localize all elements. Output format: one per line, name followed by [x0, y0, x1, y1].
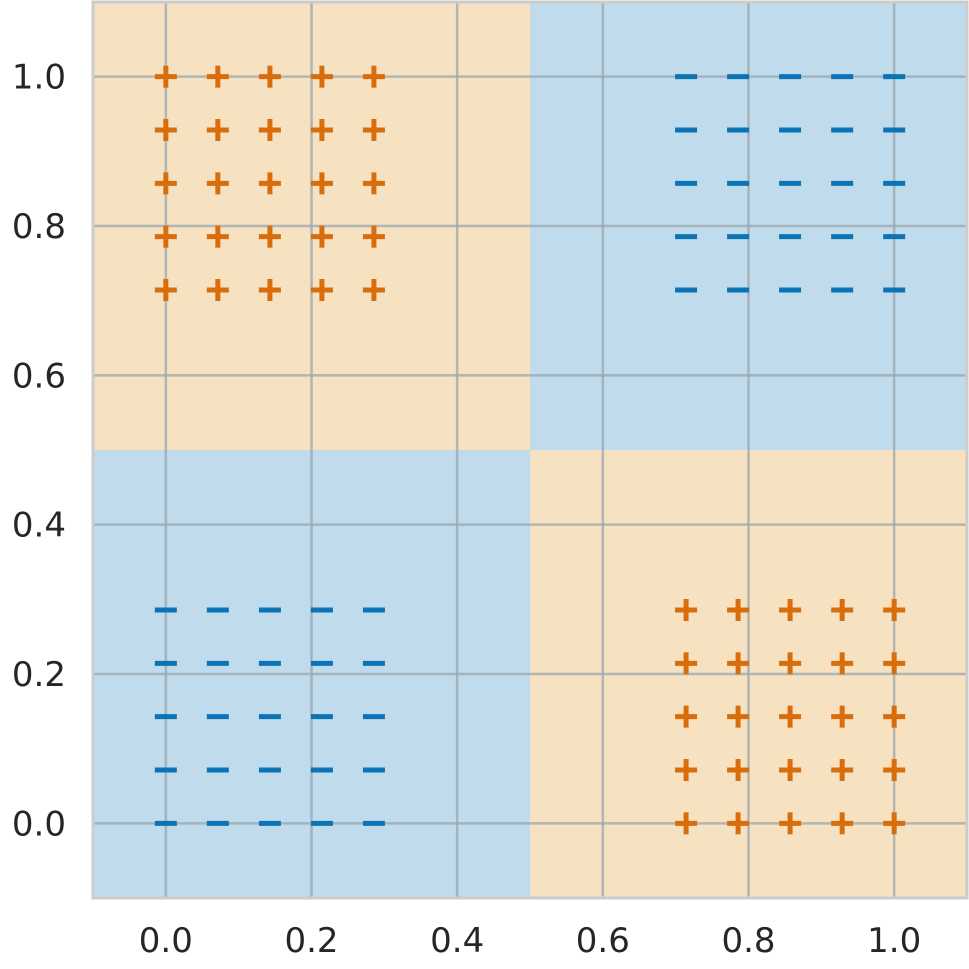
plus-marker-11 [206, 172, 229, 195]
plus-marker-34 [883, 652, 906, 675]
plus-marker-23 [310, 278, 333, 301]
plus-marker-32 [779, 652, 802, 675]
plus-marker-9 [362, 118, 385, 141]
plus-marker-13 [310, 172, 333, 195]
plus-marker-26 [727, 599, 750, 622]
plus-marker-22 [258, 278, 281, 301]
x-tick-label-1: 0.2 [284, 921, 338, 961]
x-axis-tick-labels: 0.0 0.2 0.4 0.6 0.8 1.0 [139, 921, 921, 961]
plus-marker-7 [258, 118, 281, 141]
plus-marker-19 [362, 225, 385, 248]
plus-marker-5 [154, 118, 177, 141]
plus-marker-30 [675, 652, 698, 675]
decision-regions [93, 2, 967, 898]
x-tick-label-2: 0.4 [430, 921, 484, 961]
plus-marker-47 [779, 812, 802, 835]
plus-marker-33 [831, 652, 854, 675]
plus-marker-10 [154, 172, 177, 195]
plus-marker-44 [883, 759, 906, 782]
y-tick-label-0: 0.0 [12, 804, 66, 844]
data-points [154, 65, 906, 835]
plus-marker-4 [362, 65, 385, 88]
plus-marker-45 [675, 812, 698, 835]
plus-marker-38 [831, 705, 854, 728]
x-tick-label-3: 0.6 [576, 921, 630, 961]
plus-marker-29 [883, 599, 906, 622]
plus-marker-20 [154, 278, 177, 301]
plus-marker-3 [310, 65, 333, 88]
y-tick-label-5: 1.0 [12, 58, 66, 98]
plus-marker-25 [675, 599, 698, 622]
plus-marker-0 [154, 65, 177, 88]
plus-marker-39 [883, 705, 906, 728]
plus-marker-27 [779, 599, 802, 622]
plus-marker-2 [258, 65, 281, 88]
plus-marker-18 [310, 225, 333, 248]
y-axis-tick-labels: 0.0 0.2 0.4 0.6 0.8 1.0 [12, 58, 66, 845]
plus-marker-1 [206, 65, 229, 88]
plus-marker-28 [831, 599, 854, 622]
plus-marker-48 [831, 812, 854, 835]
x-tick-label-4: 0.8 [721, 921, 775, 961]
plus-marker-21 [206, 278, 229, 301]
plus-marker-43 [831, 759, 854, 782]
plus-marker-8 [310, 118, 333, 141]
x-tick-label-0: 0.0 [139, 921, 193, 961]
plus-marker-35 [675, 705, 698, 728]
x-tick-label-5: 1.0 [867, 921, 921, 961]
plus-marker-46 [727, 812, 750, 835]
gridlines [93, 2, 967, 898]
plus-marker-42 [779, 759, 802, 782]
y-tick-label-4: 0.8 [12, 207, 66, 247]
plus-marker-41 [727, 759, 750, 782]
plus-marker-14 [362, 172, 385, 195]
y-tick-label-2: 0.4 [12, 506, 66, 546]
y-tick-label-1: 0.2 [12, 655, 66, 695]
plus-marker-12 [258, 172, 281, 195]
plus-marker-36 [727, 705, 750, 728]
plus-marker-24 [362, 278, 385, 301]
plot-frame [91, 0, 969, 900]
plus-marker-16 [206, 225, 229, 248]
plus-marker-31 [727, 652, 750, 675]
plus-marker-49 [883, 812, 906, 835]
plus-marker-37 [779, 705, 802, 728]
plus-marker-15 [154, 225, 177, 248]
plus-marker-17 [258, 225, 281, 248]
plus-marker-6 [206, 118, 229, 141]
plus-marker-40 [675, 759, 698, 782]
y-tick-label-3: 0.6 [12, 356, 66, 396]
